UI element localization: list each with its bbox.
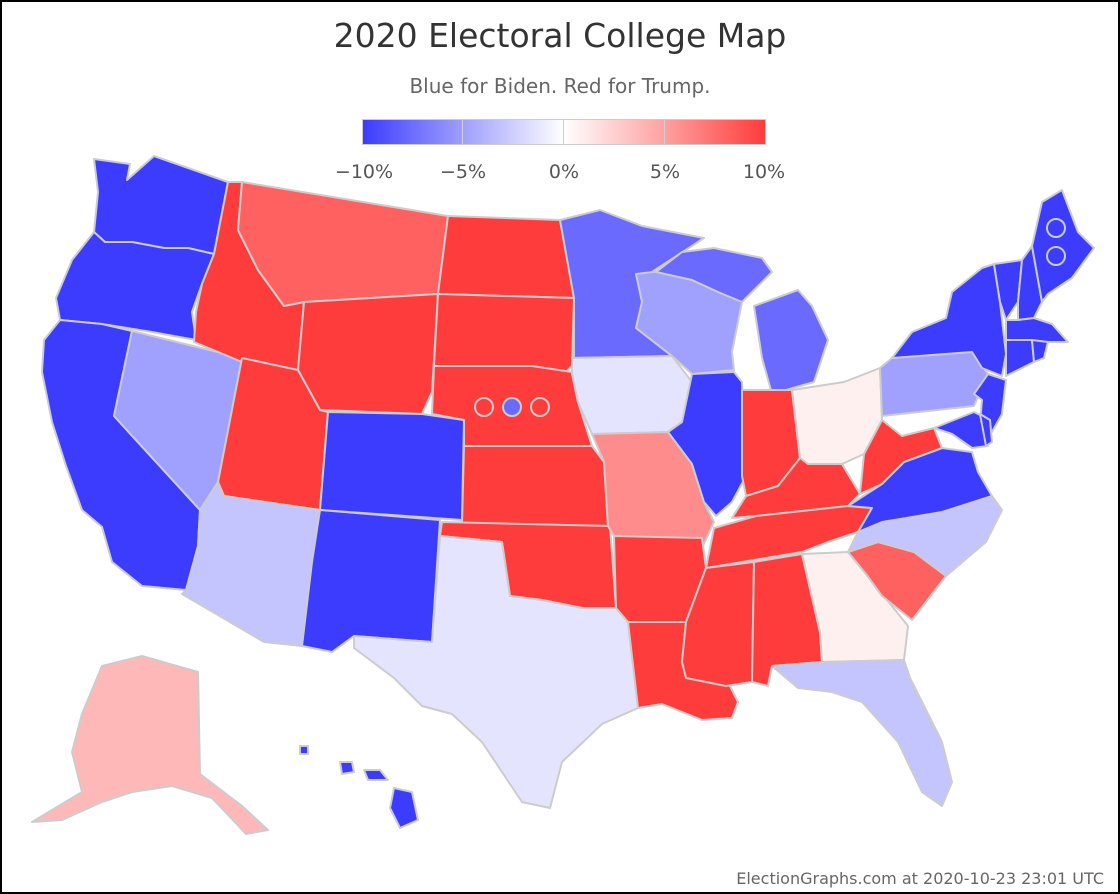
state-mt[interactable]: [237, 181, 449, 307]
district-ne-2[interactable]: [502, 397, 522, 417]
state-sd[interactable]: [433, 293, 575, 375]
district-ne-3[interactable]: [530, 397, 550, 417]
state-wa[interactable]: [93, 155, 229, 255]
state-ri[interactable]: [1031, 339, 1049, 363]
district-me-1[interactable]: [1046, 218, 1066, 238]
state-ia[interactable]: [571, 355, 693, 435]
state-me[interactable]: [1031, 189, 1095, 303]
legend-label-pos5: 5%: [649, 161, 681, 183]
legend-tick: [664, 119, 665, 145]
legend-label-neg5: −5%: [439, 161, 487, 183]
state-tx[interactable]: [353, 535, 639, 809]
legend-tick: [462, 119, 463, 145]
district-me-2[interactable]: [1046, 246, 1066, 266]
district-ne-1[interactable]: [474, 397, 494, 417]
map-title: 2020 Electoral College Map: [333, 16, 787, 55]
state-ks[interactable]: [461, 445, 609, 527]
map-subtitle: Blue for Biden. Red for Trump.: [409, 74, 711, 98]
state-or[interactable]: [55, 231, 215, 341]
legend-label-pos10: 10%: [742, 161, 786, 183]
state-de[interactable]: [979, 413, 993, 447]
state-il[interactable]: [667, 371, 747, 517]
state-fl[interactable]: [771, 659, 953, 807]
legend-tick: [563, 119, 564, 145]
legend-gradient-bar: [362, 119, 766, 145]
state-az[interactable]: [181, 481, 321, 647]
state-co[interactable]: [319, 411, 465, 521]
state-vt[interactable]: [993, 259, 1023, 321]
state-ak[interactable]: [31, 655, 269, 835]
state-pa[interactable]: [879, 351, 989, 417]
state-ma[interactable]: [1005, 317, 1069, 343]
state-md[interactable]: [933, 411, 991, 449]
state-wy[interactable]: [297, 293, 439, 415]
state-nm[interactable]: [301, 509, 441, 653]
state-ct[interactable]: [1005, 339, 1035, 377]
legend-label-neg10: −10%: [334, 161, 394, 183]
color-legend: −10% −5% 0% 5% 10%: [335, 119, 785, 183]
legend-label-zero: 0%: [548, 161, 580, 183]
state-wv[interactable]: [859, 419, 943, 495]
state-hi[interactable]: [299, 745, 419, 829]
source-footer: ElectionGraphs.com at 2020-10-23 23:01 U…: [736, 869, 1104, 888]
state-nd[interactable]: [437, 215, 575, 299]
state-mi[interactable]: [655, 247, 829, 395]
